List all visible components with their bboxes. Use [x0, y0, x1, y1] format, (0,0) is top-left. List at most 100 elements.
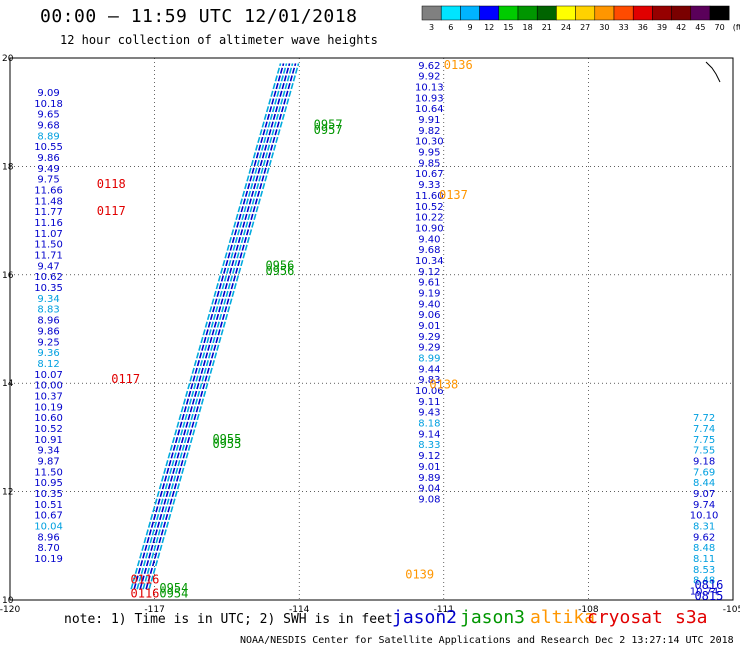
colorbar-label: 6	[448, 23, 453, 32]
pass-time-label: 0116	[131, 586, 160, 600]
wave-height-value: 11.66	[34, 186, 63, 197]
wave-height-value: 8.31	[693, 522, 715, 533]
colorbar-label: 3	[429, 23, 434, 32]
colorbar-label: 39	[657, 23, 667, 32]
wave-height-value: 9.86	[37, 153, 59, 164]
wave-height-value: 8.48	[693, 576, 715, 587]
colorbar-label: 36	[638, 23, 648, 32]
x-tick-label: -117	[144, 605, 164, 615]
wave-height-value: 8.33	[418, 440, 440, 451]
wave-height-value: 11.07	[34, 229, 63, 240]
y-tick-label: 16	[2, 271, 14, 281]
wave-height-value: 7.55	[693, 446, 715, 457]
wave-height-value: 9.40	[418, 299, 440, 310]
wave-height-value: 10.52	[415, 202, 444, 213]
wave-height-value: 9.29	[418, 332, 440, 343]
wave-height-value: 11.77	[34, 207, 63, 218]
pass-time-label: 0117	[111, 372, 140, 386]
colorbar-swatch	[575, 5, 596, 21]
pass-time-label: 0117	[97, 204, 126, 218]
y-tick-label: 20	[2, 54, 14, 64]
diagonal-track-stroke	[133, 63, 285, 590]
wave-height-value: 9.01	[418, 321, 440, 332]
wave-height-value: 9.40	[418, 234, 440, 245]
pass-time-label: 0118	[97, 177, 126, 191]
wave-height-value: 11.16	[34, 218, 63, 229]
wave-height-value: 7.75	[693, 435, 715, 446]
pass-time-label: 0139	[405, 567, 434, 581]
wave-height-value: 9.14	[418, 429, 440, 440]
wave-height-value: 8.83	[37, 305, 59, 316]
colorbar-swatch	[690, 5, 711, 21]
colorbar-swatch	[556, 5, 576, 21]
x-tick-label: -105	[723, 605, 740, 615]
wave-height-value: 10.67	[34, 511, 63, 522]
colorbar-swatch	[421, 5, 442, 21]
wave-height-value: 8.44	[693, 478, 715, 489]
diagonal-track-stroke	[148, 63, 300, 590]
wave-height-value: 10.62	[34, 272, 63, 283]
colorbar-swatch	[517, 5, 538, 21]
colorbar-swatch	[632, 5, 653, 21]
colorbar-swatch	[613, 5, 634, 21]
colorbar-label: 12	[484, 23, 494, 32]
y-tick-label: 14	[2, 379, 14, 389]
wave-height-value: 9.75	[37, 175, 59, 186]
wave-height-value: 9.86	[37, 326, 59, 337]
wave-height-value: 8.18	[418, 419, 440, 430]
wave-height-value: 9.68	[37, 120, 59, 131]
wave-height-value: 10.34	[415, 256, 444, 267]
colorbar-swatch	[498, 5, 519, 21]
wave-height-value: 8.11	[693, 554, 715, 565]
wave-height-value: 9.33	[418, 180, 440, 191]
wave-height-value: 9.12	[418, 267, 440, 278]
colorbar-label: (ft)	[733, 23, 740, 32]
colorbar-label: 21	[542, 23, 552, 32]
wave-height-value: 9.07	[693, 489, 715, 500]
wave-height-value: 10.35	[34, 283, 63, 294]
colorbar-label: 24	[561, 23, 571, 32]
colorbar-swatch	[594, 5, 615, 21]
colorbar-label: 70	[715, 23, 725, 32]
wave-height-value: 9.62	[693, 532, 715, 543]
wave-height-value: 9.18	[693, 457, 715, 468]
wave-height-value: 11.50	[34, 240, 63, 251]
legend-jason3: jason3	[460, 607, 526, 628]
colorbar-label: 18	[523, 23, 533, 32]
wave-height-value: 9.62	[418, 61, 440, 72]
wave-height-value: 10.52	[34, 424, 63, 435]
colorbar-label: 30	[599, 23, 609, 32]
wave-height-value: 10.19	[34, 554, 63, 565]
colorbar-label: 15	[503, 23, 513, 32]
wave-height-value: 10.51	[34, 500, 63, 511]
wave-height-value: 9.49	[37, 164, 59, 175]
colorbar-swatch	[709, 5, 730, 21]
pass-time-label: 0954	[159, 581, 188, 595]
wave-height-value: 9.06	[418, 310, 440, 321]
legend-jason2: jason2	[392, 607, 458, 628]
pass-time-label: 0955	[212, 432, 241, 446]
y-tick-label: 18	[2, 162, 14, 172]
wave-height-value: 9.92	[418, 72, 440, 83]
wave-height-value: 10.22	[415, 213, 444, 224]
pass-time-label: 0137	[439, 188, 468, 202]
wave-height-value: 10.37	[34, 391, 63, 402]
wave-height-value: 9.87	[37, 457, 59, 468]
wave-height-value: 9.04	[418, 484, 440, 495]
x-tick-label: -111	[434, 605, 454, 615]
wave-height-value: 8.48	[693, 543, 715, 554]
x-tick-label: -114	[289, 605, 310, 615]
pass-time-label: 0954	[159, 586, 188, 600]
wave-height-value: 10.10	[690, 511, 719, 522]
wave-height-value: 9.25	[37, 337, 59, 348]
colorbar-swatch	[671, 5, 692, 21]
plot-frame	[9, 57, 734, 601]
y-tick-label: 10	[2, 596, 14, 606]
wave-height-value: 10.74	[690, 587, 719, 598]
wave-height-value: 10.00	[34, 381, 63, 392]
diagonal-track-stroke	[139, 63, 291, 590]
wave-height-value: 7.69	[693, 467, 715, 478]
legend-note: note: 1) Time is in UTC; 2) SWH is in fe…	[64, 612, 393, 627]
pass-time-label: 0136	[444, 58, 473, 72]
